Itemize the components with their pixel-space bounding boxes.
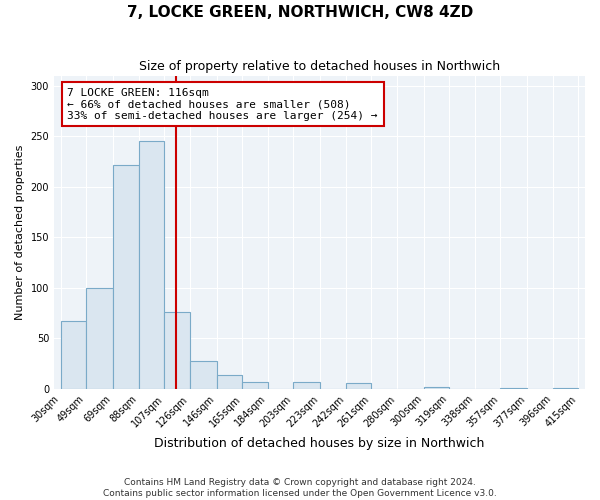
Bar <box>86 288 113 389</box>
Text: Contains HM Land Registry data © Crown copyright and database right 2024.
Contai: Contains HM Land Registry data © Crown c… <box>103 478 497 498</box>
Bar <box>293 382 320 389</box>
Bar <box>346 383 371 389</box>
Bar <box>553 388 578 389</box>
X-axis label: Distribution of detached houses by size in Northwich: Distribution of detached houses by size … <box>154 437 485 450</box>
Text: 7 LOCKE GREEN: 116sqm
← 66% of detached houses are smaller (508)
33% of semi-det: 7 LOCKE GREEN: 116sqm ← 66% of detached … <box>67 88 378 121</box>
Bar <box>164 312 190 389</box>
Y-axis label: Number of detached properties: Number of detached properties <box>15 144 25 320</box>
Bar <box>61 321 86 389</box>
Bar <box>139 142 164 389</box>
Bar <box>217 374 242 389</box>
Title: Size of property relative to detached houses in Northwich: Size of property relative to detached ho… <box>139 60 500 73</box>
Text: 7, LOCKE GREEN, NORTHWICH, CW8 4ZD: 7, LOCKE GREEN, NORTHWICH, CW8 4ZD <box>127 5 473 20</box>
Bar <box>113 164 139 389</box>
Bar <box>500 388 527 389</box>
Bar <box>190 360 217 389</box>
Bar <box>424 387 449 389</box>
Bar <box>242 382 268 389</box>
